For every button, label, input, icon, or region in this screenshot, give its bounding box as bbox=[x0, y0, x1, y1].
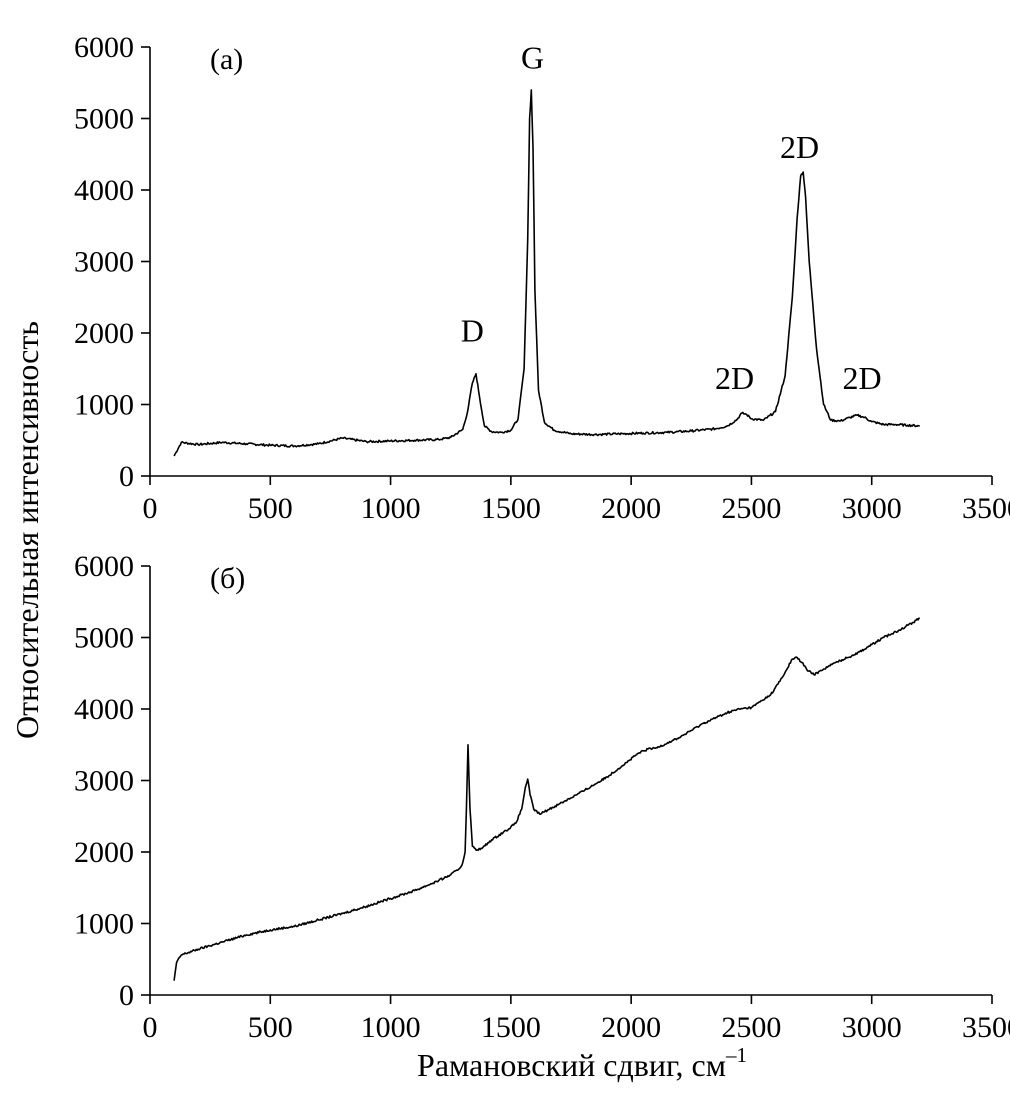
x-tick-label: 3000 bbox=[842, 492, 902, 525]
y-tick-label: 4000 bbox=[74, 693, 134, 726]
x-tick-label: 3000 bbox=[842, 1011, 902, 1044]
y-tick-label: 5000 bbox=[74, 103, 134, 136]
panel-label: (a) bbox=[210, 43, 243, 76]
x-tick-label: 2000 bbox=[601, 492, 661, 525]
x-tick-label: 1000 bbox=[361, 492, 421, 525]
y-tick-label: 2000 bbox=[74, 317, 134, 350]
y-tick-label: 5000 bbox=[74, 622, 134, 655]
peak-label-2d: 2D bbox=[715, 360, 754, 396]
peak-label-2d: 2D bbox=[843, 360, 882, 396]
y-axis-title: Относительная интенсивность bbox=[9, 321, 45, 739]
y-tick-label: 6000 bbox=[74, 550, 134, 583]
y-tick-label: 3000 bbox=[74, 765, 134, 798]
x-tick-label: 2000 bbox=[601, 1011, 661, 1044]
panel-a: 0 1000 2000 3000 4000 5000 6000 0 500 1000 1500 200… bbox=[74, 31, 1010, 525]
y-tick-label: 3000 bbox=[74, 246, 134, 279]
x-axis-title-text: Рамановский сдвиг, см bbox=[417, 1047, 726, 1083]
x-tick-label: 1000 bbox=[361, 1011, 421, 1044]
x-tick-label: 500 bbox=[248, 1011, 293, 1044]
y-tick-label: 0 bbox=[119, 979, 134, 1012]
x-tick-label: 0 bbox=[143, 492, 158, 525]
y-tick-label: 1000 bbox=[74, 389, 134, 422]
panel-label: (б) bbox=[210, 562, 245, 595]
x-tick-label: 3500 bbox=[962, 492, 1010, 525]
peak-label-g: G bbox=[521, 39, 544, 75]
x-tick-label: 1500 bbox=[481, 492, 541, 525]
x-tick-label: 2500 bbox=[721, 492, 781, 525]
y-tick-label: 1000 bbox=[74, 908, 134, 941]
spectrum-line bbox=[173, 617, 920, 981]
peak-label-d: D bbox=[461, 313, 484, 349]
x-tick-label: 0 bbox=[143, 1011, 158, 1044]
x-tick-label: 1500 bbox=[481, 1011, 541, 1044]
y-tick-label: 2000 bbox=[74, 836, 134, 869]
spectrum-line bbox=[173, 89, 920, 457]
x-tick-label: 3500 bbox=[962, 1011, 1010, 1044]
x-tick-label: 500 bbox=[248, 492, 293, 525]
peak-label-2d: 2D bbox=[780, 129, 819, 165]
panel-b: 0 1000 2000 3000 4000 5000 6000 0 500 1000 1500 200… bbox=[74, 550, 1010, 1044]
y-tick-label: 6000 bbox=[74, 31, 134, 64]
y-tick-label: 4000 bbox=[74, 174, 134, 207]
x-tick-label: 2500 bbox=[721, 1011, 781, 1044]
x-axis-title-exponent: –1 bbox=[725, 1043, 747, 1067]
y-tick-label: 0 bbox=[119, 460, 134, 493]
x-axis-title: Рамановский сдвиг, см–1 bbox=[417, 1043, 747, 1083]
